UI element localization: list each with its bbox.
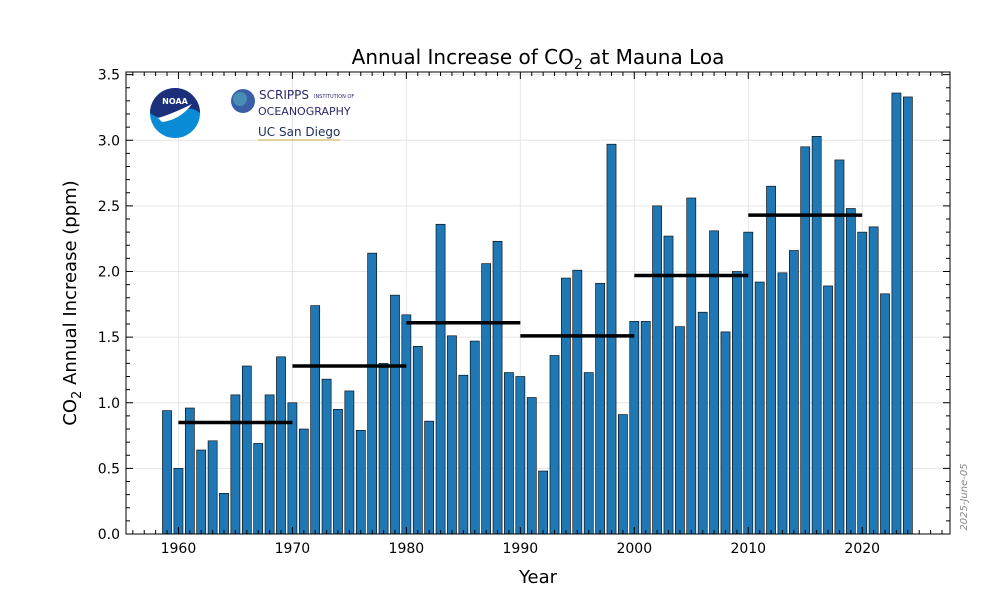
- y-tick-label: 2.0: [98, 265, 120, 281]
- bar-1966: [241, 365, 252, 535]
- bar-1960: [173, 468, 184, 535]
- bar-1997: [595, 283, 605, 535]
- y-tick-label: 1.5: [98, 330, 120, 346]
- bar-2016: [811, 136, 822, 535]
- bar-2006: [697, 311, 708, 535]
- bar-2017: [823, 285, 833, 535]
- decade-mean-lines: [178, 213, 863, 425]
- bar-1976: [355, 430, 366, 535]
- bar-2022: [880, 293, 890, 535]
- x-tick-label: 2010: [730, 541, 766, 557]
- bar-2009: [732, 271, 742, 535]
- bar-1967: [253, 443, 264, 535]
- bar-2019: [845, 208, 856, 535]
- y-axis-label: CO2 Annual Increase (ppm): [60, 180, 85, 425]
- bar-2014: [789, 250, 799, 535]
- bar-1979: [390, 294, 400, 535]
- bar-1959: [162, 410, 172, 535]
- bar-1983: [435, 223, 446, 535]
- bar-2005: [686, 197, 697, 535]
- bar-1992: [538, 470, 548, 535]
- y-tick-label: 3.0: [98, 133, 120, 149]
- y-tick-label: 2.5: [98, 199, 120, 215]
- bar-2024: [902, 96, 913, 535]
- bar-1998: [606, 143, 617, 535]
- bar-1995: [572, 269, 583, 535]
- y-tick-label: 1.0: [98, 396, 120, 412]
- date-stamp: 2025-June-05: [959, 463, 970, 530]
- svg-text:NOAA: NOAA: [162, 97, 188, 106]
- x-tick-label: 2020: [844, 541, 880, 557]
- y-tick-label: 0.5: [98, 461, 120, 477]
- bar-1987: [481, 263, 492, 535]
- bar-1972: [310, 305, 321, 535]
- bar-2001: [640, 321, 651, 535]
- x-tick-label: 2000: [616, 541, 652, 557]
- bar-2008: [720, 331, 731, 535]
- y-tick-label: 3.5: [98, 68, 120, 84]
- bar-1993: [549, 355, 560, 535]
- bar-1994: [561, 277, 571, 535]
- svg-text:SCRIPPS: SCRIPPS: [259, 88, 309, 102]
- bars: [162, 92, 913, 535]
- noaa-logo: NOAA: [150, 88, 200, 138]
- bar-2013: [777, 272, 788, 535]
- scripps-logo: SCRIPPS INSTITUTION OF OCEANOGRAPHY UC S…: [231, 88, 354, 141]
- bar-1984: [447, 335, 457, 535]
- bar-1999: [618, 414, 628, 535]
- bar-1981: [412, 346, 423, 535]
- bar-2011: [754, 281, 765, 535]
- bar-1962: [196, 449, 207, 535]
- bar-1980: [401, 314, 412, 535]
- bar-1965: [230, 394, 241, 535]
- bar-1977: [367, 252, 378, 535]
- bar-1975: [344, 390, 355, 535]
- bar-1986: [469, 340, 480, 535]
- x-axis-label: Year: [518, 567, 558, 588]
- svg-text:INSTITUTION OF: INSTITUTION OF: [314, 94, 354, 100]
- bar-1969: [276, 356, 286, 535]
- bar-2000: [629, 321, 640, 535]
- plot-frame: [125, 71, 951, 535]
- bar-1982: [424, 420, 435, 535]
- x-tick-label: 1970: [275, 541, 311, 557]
- bar-2021: [868, 226, 879, 535]
- x-tick-label: 1960: [161, 541, 197, 557]
- y-tick-label: 0.0: [98, 527, 120, 543]
- bar-1974: [333, 409, 343, 535]
- axis-ticks: 1960 1970 1980 1990 2000 2010 2020 0.0 0.5 1.0 1.5…: [98, 68, 950, 557]
- bar-1964: [219, 493, 229, 535]
- bar-2012: [766, 185, 776, 535]
- bar-1996: [583, 372, 594, 535]
- bar-1973: [321, 378, 332, 535]
- bar-1963: [207, 440, 218, 535]
- bar-2020: [857, 231, 868, 535]
- bar-1990: [515, 376, 526, 535]
- bar-2003: [663, 235, 674, 535]
- x-tick-label: 1980: [389, 541, 425, 557]
- bar-2023: [891, 92, 902, 535]
- x-tick-label: 1990: [503, 541, 539, 557]
- bar-1978: [378, 363, 389, 535]
- bar-1988: [492, 241, 503, 535]
- bar-1989: [504, 372, 514, 535]
- bar-2002: [652, 205, 662, 535]
- svg-text:UC San Diego: UC San Diego: [258, 125, 340, 139]
- bar-1961: [184, 407, 195, 535]
- bar-1971: [298, 428, 309, 535]
- bar-2010: [743, 231, 754, 535]
- bar-1991: [526, 397, 537, 535]
- bar-2004: [675, 326, 685, 535]
- svg-text:OCEANOGRAPHY: OCEANOGRAPHY: [258, 105, 351, 118]
- bar-2015: [800, 146, 811, 535]
- bar-1968: [264, 394, 275, 535]
- bar-1985: [458, 374, 469, 535]
- chart-title: Annual Increase of CO2 at Mauna Loa: [352, 45, 725, 73]
